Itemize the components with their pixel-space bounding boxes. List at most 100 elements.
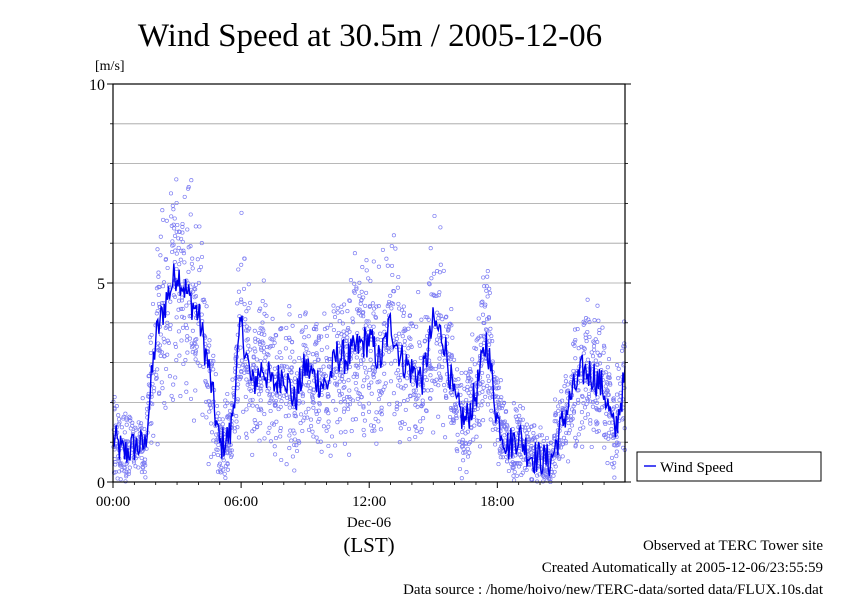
data-point xyxy=(490,339,495,344)
data-point xyxy=(192,295,197,300)
x-tick-label: 18:00 xyxy=(480,494,514,510)
data-point xyxy=(180,314,185,319)
data-point xyxy=(299,412,304,417)
data-point xyxy=(479,303,484,308)
data-point xyxy=(496,401,501,406)
data-point xyxy=(398,421,403,426)
data-point xyxy=(314,341,319,346)
data-point xyxy=(259,388,264,393)
data-point xyxy=(373,416,378,421)
data-point xyxy=(308,386,313,391)
data-point xyxy=(243,394,248,399)
data-point xyxy=(262,412,267,417)
data-point xyxy=(155,367,160,372)
data-point xyxy=(479,300,484,305)
data-point xyxy=(518,404,523,409)
data-point xyxy=(162,340,167,345)
data-point xyxy=(278,434,283,439)
data-point xyxy=(447,414,453,420)
data-point xyxy=(446,325,451,330)
data-point xyxy=(292,437,298,442)
data-point xyxy=(431,271,436,276)
data-point xyxy=(560,398,565,403)
data-point xyxy=(378,427,383,432)
data-point xyxy=(246,282,251,287)
data-point xyxy=(335,420,340,425)
data-point xyxy=(246,403,252,408)
data-point xyxy=(274,333,279,338)
data-point xyxy=(300,328,305,333)
data-point xyxy=(246,343,251,348)
data-point xyxy=(591,400,596,405)
data-point xyxy=(169,223,174,228)
data-point xyxy=(167,282,172,288)
data-point xyxy=(269,396,274,401)
data-point xyxy=(204,399,209,404)
data-point xyxy=(441,423,446,428)
data-point xyxy=(399,385,404,390)
data-point xyxy=(239,297,244,302)
data-point xyxy=(302,351,307,356)
data-point xyxy=(140,464,145,470)
data-point xyxy=(307,380,312,385)
data-point xyxy=(601,343,607,348)
data-point xyxy=(493,426,498,431)
data-point xyxy=(595,395,600,400)
data-point xyxy=(333,407,338,412)
data-point xyxy=(346,378,351,383)
data-point xyxy=(369,423,374,428)
data-point xyxy=(216,411,221,416)
data-point xyxy=(487,331,492,336)
data-point xyxy=(314,353,319,358)
data-point xyxy=(199,241,204,246)
data-point xyxy=(382,371,387,376)
data-point xyxy=(250,403,255,408)
data-point xyxy=(459,370,464,376)
data-point xyxy=(429,292,434,297)
y-tick-label: 0 xyxy=(97,475,105,492)
data-point xyxy=(580,444,585,449)
data-point xyxy=(472,362,477,367)
data-point xyxy=(411,392,416,397)
data-point xyxy=(306,350,311,355)
data-point xyxy=(595,339,600,345)
data-point xyxy=(480,389,485,394)
data-point xyxy=(434,341,439,346)
data-point xyxy=(185,227,190,232)
data-point xyxy=(576,388,581,393)
data-point xyxy=(347,298,352,303)
data-point xyxy=(351,320,356,325)
data-point xyxy=(167,374,172,379)
data-point xyxy=(364,258,369,263)
data-point xyxy=(280,365,285,370)
data-point xyxy=(156,270,161,275)
y-tick-label: 10 xyxy=(89,77,105,94)
data-point xyxy=(484,288,489,293)
data-point xyxy=(174,200,179,206)
data-point xyxy=(615,363,620,368)
data-point xyxy=(560,454,565,459)
data-point xyxy=(244,324,249,329)
data-point xyxy=(336,388,342,393)
data-point xyxy=(168,327,173,332)
data-point xyxy=(495,386,500,391)
data-point xyxy=(413,434,418,440)
data-point xyxy=(209,421,214,426)
data-point xyxy=(287,433,292,438)
data-point xyxy=(236,435,241,440)
data-point xyxy=(407,437,412,442)
data-point xyxy=(255,404,260,409)
data-point xyxy=(333,443,338,448)
data-point xyxy=(127,465,132,470)
data-point xyxy=(432,213,437,219)
data-point xyxy=(614,392,620,397)
data-point xyxy=(232,429,237,434)
data-point xyxy=(200,298,205,303)
data-point xyxy=(340,310,345,315)
data-point xyxy=(206,462,211,467)
data-point xyxy=(196,280,201,285)
data-point xyxy=(248,347,253,352)
data-point xyxy=(231,386,236,391)
data-point xyxy=(397,342,402,347)
data-point xyxy=(160,208,165,213)
